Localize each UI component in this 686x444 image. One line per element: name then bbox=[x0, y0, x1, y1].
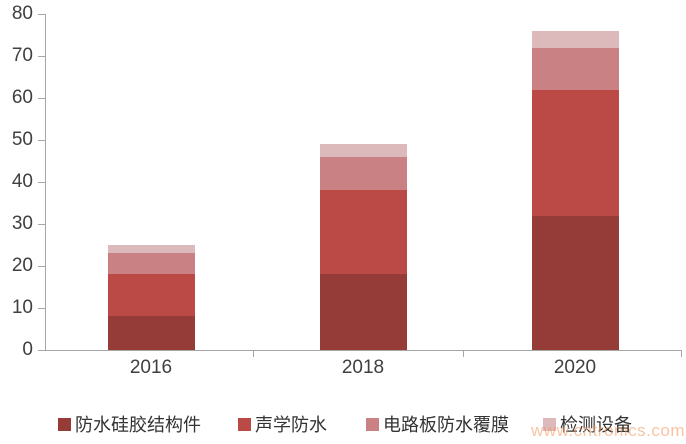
x-tick-mark bbox=[681, 351, 682, 357]
x-tick-mark bbox=[463, 351, 464, 357]
bar-segment-series-2-cat-2 bbox=[531, 47, 619, 90]
legend-swatch-icon bbox=[543, 417, 556, 431]
bar-segment-series-2-cat-1 bbox=[319, 156, 407, 191]
bar-segment-series-0-cat-1 bbox=[319, 274, 407, 350]
bar-segment-series-1-cat-1 bbox=[319, 190, 407, 275]
legend-swatch-icon bbox=[366, 417, 379, 431]
legend-label: 声学防水 bbox=[255, 415, 327, 435]
bar-segment-series-1-cat-0 bbox=[107, 274, 195, 317]
y-tick-mark bbox=[38, 56, 45, 57]
y-tick-mark bbox=[38, 350, 45, 351]
y-tick-label: 0 bbox=[22, 339, 33, 360]
bar-segment-series-2-cat-0 bbox=[107, 253, 195, 275]
bar-segment-series-1-cat-2 bbox=[531, 89, 619, 216]
y-tick-mark bbox=[38, 308, 45, 309]
y-tick-mark bbox=[38, 182, 45, 183]
x-category-label: 2018 bbox=[341, 357, 385, 378]
bar-segment-series-0-cat-0 bbox=[107, 316, 195, 350]
x-category-label: 2020 bbox=[553, 357, 597, 378]
y-axis-line bbox=[45, 14, 46, 351]
y-tick-mark bbox=[38, 140, 45, 141]
legend: 防水硅胶结构件 声学防水 电路板防水覆膜 检测设备 bbox=[0, 412, 686, 438]
legend-item-0: 防水硅胶结构件 bbox=[58, 412, 201, 436]
y-tick-label: 10 bbox=[11, 297, 33, 318]
legend-item-2: 电路板防水覆膜 bbox=[366, 412, 509, 436]
x-category-label: 2016 bbox=[129, 357, 173, 378]
bar-segment-series-3-cat-1 bbox=[319, 144, 407, 157]
legend-item-3: 检测设备 bbox=[543, 412, 632, 436]
bar-segment-series-0-cat-2 bbox=[531, 215, 619, 350]
y-tick-mark bbox=[38, 98, 45, 99]
y-tick-label: 20 bbox=[11, 255, 33, 276]
y-tick-label: 70 bbox=[11, 45, 33, 66]
legend-label: 电路板防水覆膜 bbox=[383, 415, 509, 435]
y-tick-label: 40 bbox=[11, 171, 33, 192]
y-tick-mark bbox=[38, 266, 45, 267]
y-tick-label: 60 bbox=[11, 87, 33, 108]
x-tick-mark bbox=[253, 351, 254, 357]
y-tick-label: 30 bbox=[11, 213, 33, 234]
legend-item-1: 声学防水 bbox=[238, 412, 327, 436]
legend-label: 防水硅胶结构件 bbox=[75, 415, 201, 435]
y-tick-mark bbox=[38, 14, 45, 15]
legend-swatch-icon bbox=[58, 417, 71, 431]
bar-segment-series-3-cat-0 bbox=[107, 245, 195, 254]
legend-swatch-icon bbox=[238, 417, 251, 431]
legend-label: 检测设备 bbox=[560, 415, 632, 435]
bar-segment-series-3-cat-2 bbox=[531, 30, 619, 48]
x-axis-line bbox=[45, 350, 682, 351]
y-tick-mark bbox=[38, 224, 45, 225]
y-tick-label: 80 bbox=[11, 3, 33, 24]
y-tick-label: 50 bbox=[11, 129, 33, 150]
